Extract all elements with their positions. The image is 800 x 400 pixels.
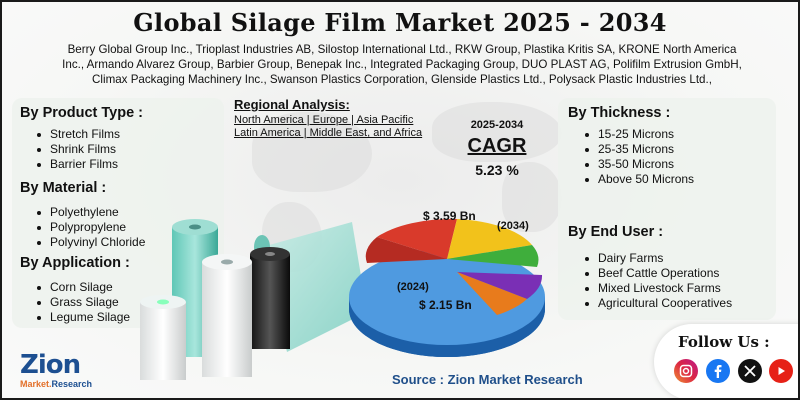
list-item: Grass Silage [34,295,130,310]
page-title: Global Silage Film Market 2025 - 2034 [133,8,667,37]
pie-year-2024: (2024) [397,281,429,293]
segments-panel-right [558,98,776,320]
follow-us-label: Follow Us : [678,333,770,351]
companies-line: Inc., Armando Alvarez Group, Barbier Gro… [62,58,742,71]
pie-slice-red [377,218,457,259]
map-shape-north-america [252,112,372,192]
end-user-list: Dairy Farms Beef Cattle Operations Mixed… [582,251,732,311]
facebook-icon[interactable] [706,359,730,383]
youtube-icon[interactable] [769,359,793,383]
pie-slice-orange [457,272,527,315]
end-user-heading: By End User : [568,224,664,240]
source-credit: Source : Zion Market Research [392,372,583,387]
list-item: Polypropylene [34,220,145,235]
list-item: Beef Cattle Operations [582,266,732,281]
pie-year-2034: (2034) [497,220,529,232]
list-item: Corn Silage [34,280,130,295]
list-item: 15-25 Microns [582,127,694,142]
companies-line: Climax Packaging Machinery Inc., Swanson… [92,73,712,86]
application-heading: By Application : [20,255,130,271]
pie-slice-yellow [447,219,532,259]
list-item: Polyvinyl Chloride [34,235,145,250]
list-item: Stretch Films [34,127,120,142]
list-item: 35-50 Microns [582,157,694,172]
pie-slice-purple [457,272,543,299]
zion-logo: Zion Market.Research [20,352,92,389]
list-item: Shrink Films [34,142,120,157]
thickness-heading: By Thickness : [568,105,671,121]
map-shape-asia [502,162,562,232]
x-icon[interactable] [738,359,762,383]
list-item: 25-35 Microns [582,142,694,157]
product-type-list: Stretch Films Shrink Films Barrier Films [34,127,120,172]
logo-main-text: Zion [20,350,81,380]
silage-film-rolls-illustration [112,202,372,382]
cagr-value: 5.23 % [475,162,519,178]
list-item: Legume Silage [34,310,130,325]
companies-line: Berry Global Group Inc., Trioplast Indus… [67,43,737,56]
thickness-list: 15-25 Microns 25-35 Microns 35-50 Micron… [582,127,694,187]
regional-analysis-line-1: North America | Europe | Asia Pacific [234,114,414,126]
material-heading: By Material : [20,180,107,196]
application-list: Corn Silage Grass Silage Legume Silage [34,280,130,325]
pie-value-2024: $ 2.15 Bn [419,298,472,312]
map-shape-europe [432,102,562,162]
logo-sub-research: Research [51,379,93,389]
cagr-period: 2025-2034 [470,119,524,131]
logo-subtitle: Market.Research [20,379,92,389]
product-type-heading: By Product Type : [20,105,143,121]
companies-list: Berry Global Group Inc., Trioplast Indus… [16,42,788,87]
list-item: Above 50 Microns [582,172,694,187]
logo-sub-market: Market. [20,379,52,389]
list-item: Mixed Livestock Farms [582,281,732,296]
instagram-icon[interactable] [674,359,698,383]
list-item: Dairy Farms [582,251,732,266]
regional-analysis-heading: Regional Analysis: [234,97,350,112]
pie-slice-green [447,245,539,267]
list-item: Agricultural Cooperatives [582,296,732,311]
pie-value-2034: $ 3.59 Bn [423,209,476,223]
material-list: Polyethylene Polypropylene Polyvinyl Chl… [34,205,145,250]
list-item: Polyethylene [34,205,145,220]
cagr-label: CAGR [467,135,527,157]
market-size-pie-illustration: $ 3.59 Bn (2034) (2024) $ 2.15 Bn [337,197,557,372]
regional-analysis-line-2: Latin America | Middle East, and Africa [234,127,423,139]
list-item: Barrier Films [34,157,120,172]
